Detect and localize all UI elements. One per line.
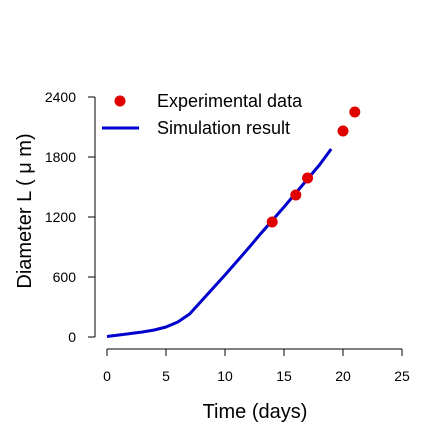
legend-item: Simulation result bbox=[102, 118, 290, 138]
y-tick-label: 0 bbox=[68, 329, 76, 345]
x-tick-label: 10 bbox=[217, 368, 233, 384]
y-tick-label: 600 bbox=[53, 269, 77, 285]
legend-marker bbox=[114, 95, 126, 107]
x-tick-label: 25 bbox=[394, 368, 410, 384]
legend-label: Simulation result bbox=[157, 118, 290, 138]
y-tick-label: 2400 bbox=[45, 89, 76, 105]
x-tick-label: 0 bbox=[103, 368, 111, 384]
x-ticks: 0 5 10 15 20 25 bbox=[103, 349, 410, 384]
axes: 0 5 10 15 20 25 0 600 1200 1800 2400 bbox=[45, 89, 410, 384]
x-tick-label: 5 bbox=[162, 368, 170, 384]
x-axis-title: Time (days) bbox=[203, 401, 308, 423]
y-tick-label: 1800 bbox=[45, 149, 76, 165]
x-tick-label: 20 bbox=[335, 368, 351, 384]
data-point bbox=[337, 125, 349, 137]
y-ticks: 0 600 1200 1800 2400 bbox=[45, 89, 95, 345]
legend-item: Experimental data bbox=[114, 91, 303, 111]
data-point bbox=[266, 216, 278, 228]
legend-label: Experimental data bbox=[157, 91, 303, 111]
plot-series bbox=[106, 106, 361, 338]
data-point bbox=[349, 106, 361, 118]
y-axis-title: Diameter L ( μ m) bbox=[14, 133, 36, 288]
x-tick-label: 15 bbox=[276, 368, 292, 384]
y-tick-label: 1200 bbox=[45, 209, 76, 225]
data-point bbox=[290, 189, 302, 201]
legend: Experimental data Simulation result bbox=[102, 91, 303, 138]
data-point bbox=[302, 172, 314, 184]
